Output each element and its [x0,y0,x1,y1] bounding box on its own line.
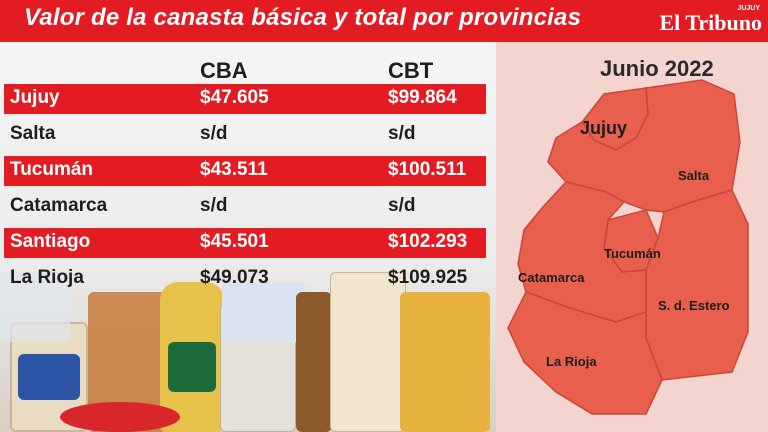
pasta-box-icon [296,292,332,432]
table-row: Salta s/d s/d [4,120,486,150]
map-label-estero: S. d. Estero [658,298,730,313]
cba-value: $47.605 [200,87,269,108]
logo-text: El Tribuno [659,10,762,35]
cbt-column-header: CBT [388,58,434,83]
cba-value: $45.501 [200,231,269,252]
map-label-rioja: La Rioja [546,354,597,369]
logo-subtitle: JUJUY [737,5,760,12]
flan-box-icon [400,292,490,432]
cbt-value: s/d [388,195,416,216]
map-label-tucuman: Tucumán [604,246,661,261]
province-name: Tucumán [10,159,94,180]
table-row: Santiago $45.501 $102.293 [4,228,486,258]
cbt-value: $109.925 [388,267,468,288]
province-name: Salta [10,123,56,144]
map-label-jujuy: Jujuy [580,118,628,138]
grocery-products-photo [0,262,520,432]
table-row: Tucumán $43.511 $100.511 [4,156,486,186]
la-rioja-province-shape [507,291,663,415]
breadcrumbs-pack-icon [330,272,406,432]
map-label-salta: Salta [678,168,710,183]
cba-value: $49.073 [200,267,269,288]
cbt-value: $99.864 [388,87,457,108]
cba-value: s/d [200,195,228,216]
page-title: Valor de la canasta básica y total por p… [24,4,582,31]
cba-value: s/d [200,123,228,144]
chango-logo-icon [60,402,180,432]
package-icon [0,272,70,342]
cbt-value: $100.511 [388,159,467,180]
flour-pack-icon [222,282,306,342]
province-name: Jujuy [10,87,60,108]
catamarca-province-shape [517,181,647,323]
map-panel [496,42,768,432]
map-label-catamarca: Catamarca [518,270,585,285]
main-content: CBA CBT Jujuy $47.605 $99.864 Salta s/d … [0,42,768,432]
province-name: Santiago [10,231,91,252]
santiago-province-shape [645,189,749,381]
province-name: La Rioja [10,267,84,288]
cba-value: $43.511 [200,159,268,180]
cbt-value: $102.293 [388,231,468,252]
month-label: Junio 2022 [600,56,714,81]
el-tribuno-logo: JUJUY El Tribuno [658,4,762,38]
cbt-value: s/d [388,123,416,144]
table-row: Catamarca s/d s/d [4,192,486,222]
bottle-label-icon [168,342,216,392]
table-row: Jujuy $47.605 $99.864 [4,84,486,114]
jar-label-icon [18,354,80,400]
header-bar: Valor de la canasta básica y total por p… [0,0,768,42]
cba-column-header: CBA [200,58,248,83]
table-row: La Rioja $49.073 $109.925 [4,264,486,294]
province-name: Catamarca [10,195,108,216]
noa-provinces-map [507,79,749,415]
